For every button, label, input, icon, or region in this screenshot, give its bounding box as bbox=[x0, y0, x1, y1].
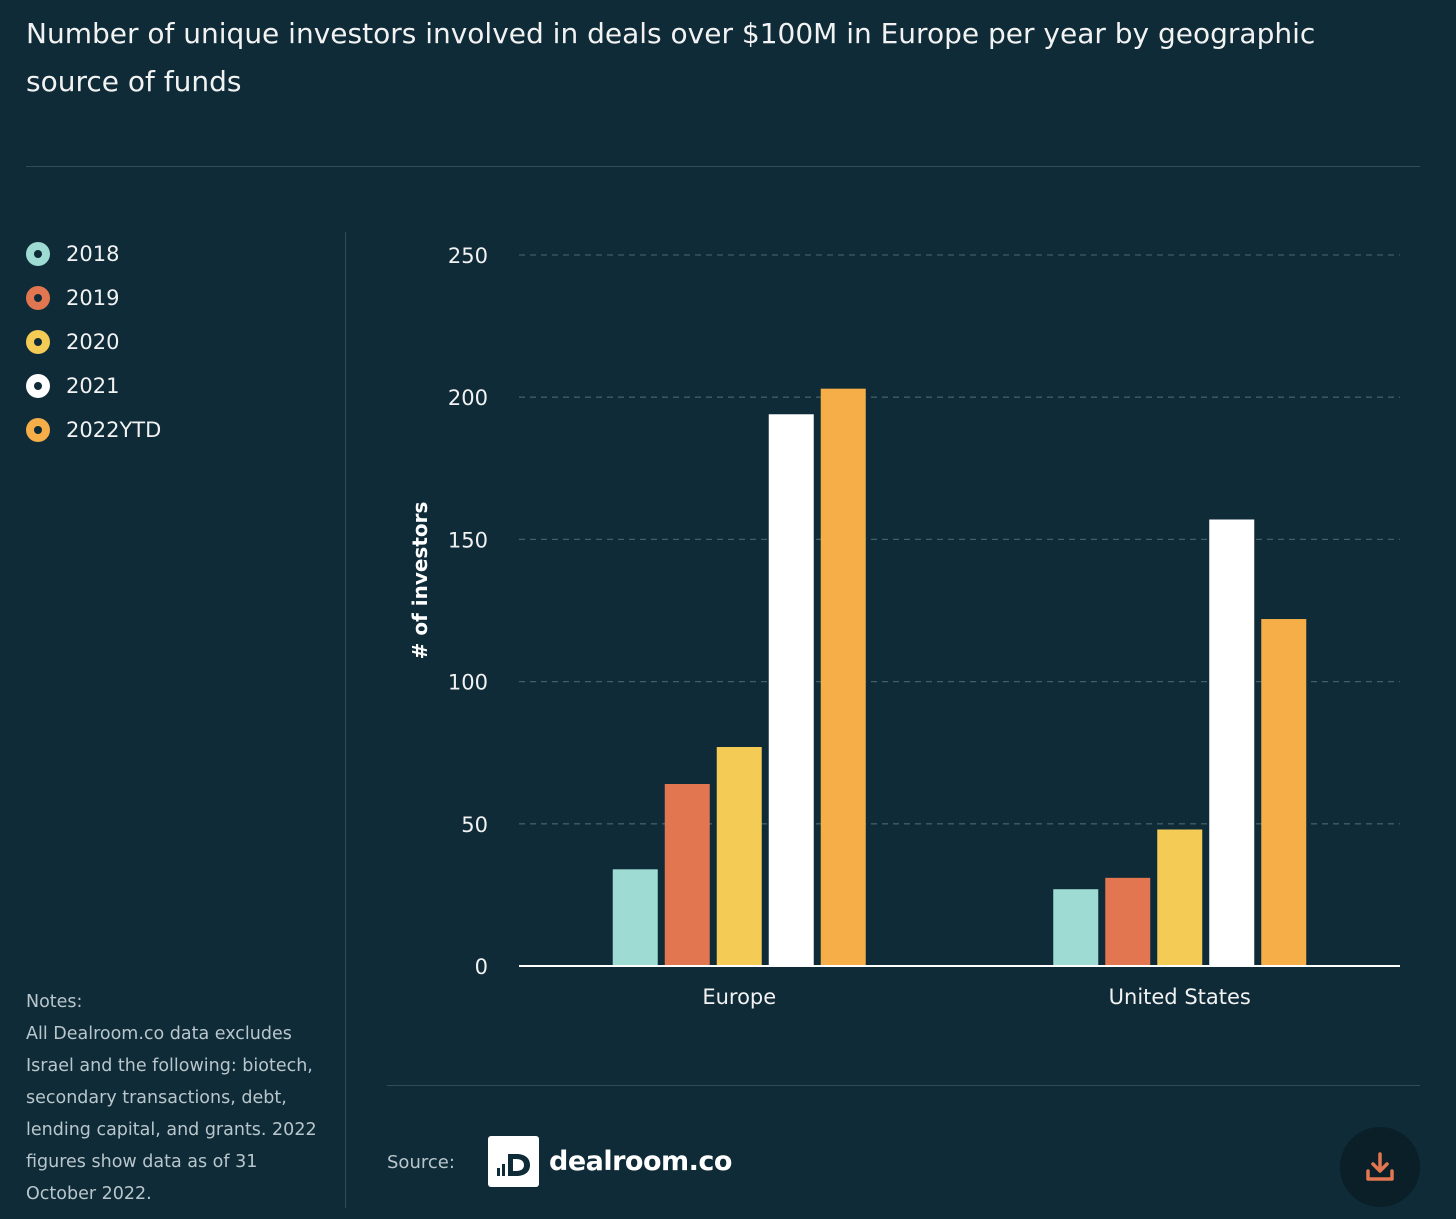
legend-label: 2019 bbox=[66, 286, 120, 310]
legend-item-2021[interactable]: 2021 bbox=[26, 364, 161, 408]
bar-united-states-2020 bbox=[1157, 829, 1203, 966]
bar-europe-2022ytd bbox=[820, 388, 866, 967]
legend-item-2019[interactable]: 2019 bbox=[26, 276, 161, 320]
legend-label: 2022YTD bbox=[66, 418, 162, 442]
bar-europe-2019 bbox=[664, 783, 710, 966]
download-icon bbox=[1366, 1152, 1394, 1181]
top-divider bbox=[26, 166, 1420, 167]
legend-marker-icon bbox=[26, 286, 50, 310]
legend-item-2020[interactable]: 2020 bbox=[26, 320, 161, 364]
legend-label: 2018 bbox=[66, 242, 120, 266]
sidebar-divider bbox=[345, 232, 346, 1208]
legend-marker-icon bbox=[26, 418, 50, 442]
y-tick-label: 250 bbox=[448, 244, 488, 268]
legend-marker-icon bbox=[26, 242, 50, 266]
bar-united-states-2018 bbox=[1053, 889, 1099, 966]
source-label: Source: bbox=[387, 1152, 455, 1173]
bar-europe-2018 bbox=[612, 869, 658, 966]
legend-item-2022ytd[interactable]: 2022YTD bbox=[26, 408, 161, 452]
bar-united-states-2022ytd bbox=[1261, 619, 1307, 966]
legend-item-2018[interactable]: 2018 bbox=[26, 232, 161, 276]
legend-label: 2020 bbox=[66, 330, 120, 354]
bar-europe-2021 bbox=[768, 414, 814, 966]
dealroom-logo-glyph bbox=[496, 1154, 530, 1176]
y-tick-label: 0 bbox=[475, 955, 488, 979]
y-tick-label: 150 bbox=[448, 528, 488, 552]
legend-marker-icon bbox=[26, 374, 50, 398]
y-tick-label: 100 bbox=[448, 671, 488, 695]
legend-marker-icon bbox=[26, 330, 50, 354]
bar-united-states-2021 bbox=[1209, 519, 1255, 966]
page-title: Number of unique investors involved in d… bbox=[26, 17, 1316, 98]
y-tick-label: 200 bbox=[448, 386, 488, 410]
download-button[interactable] bbox=[1340, 1127, 1420, 1207]
y-tick-label: 50 bbox=[461, 813, 488, 837]
legend: 2018 2019 2020 2021 2022YTD bbox=[26, 232, 161, 452]
dealroom-logo-icon bbox=[488, 1136, 539, 1187]
x-category-label: United States bbox=[1109, 985, 1251, 1009]
x-category-label: Europe bbox=[702, 985, 776, 1009]
bar-united-states-2019 bbox=[1105, 877, 1151, 966]
notes-heading: Notes: bbox=[26, 992, 83, 1012]
bottom-divider bbox=[387, 1085, 1420, 1086]
legend-label: 2021 bbox=[66, 374, 120, 398]
y-axis-title: # of investors bbox=[408, 502, 432, 660]
dealroom-logo-text: dealroom.co bbox=[549, 1146, 732, 1177]
bar-chart: 0 50 100 150 200 250 Europe United States # of i… bbox=[408, 244, 1400, 1009]
notes-body: All Dealroom.co data excludes Israel and… bbox=[26, 1024, 317, 1204]
notes: Notes: All Dealroom.co data excludes Isr… bbox=[26, 986, 326, 1210]
dealroom-logo[interactable]: dealroom.co bbox=[488, 1136, 732, 1187]
bar-europe-2020 bbox=[716, 747, 762, 966]
